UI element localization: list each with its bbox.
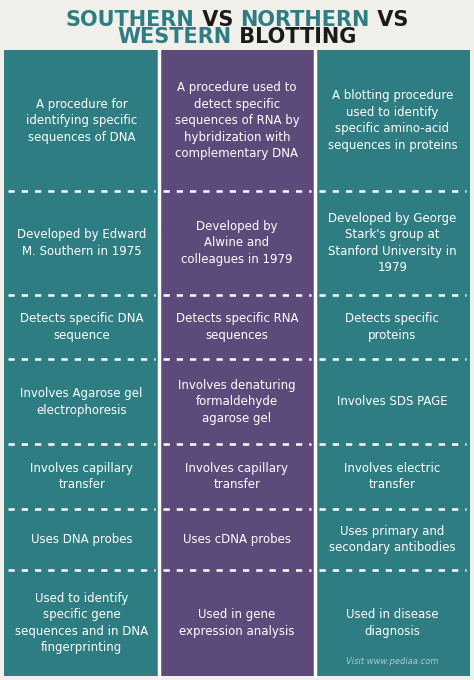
Text: Uses primary and
secondary antibodies: Uses primary and secondary antibodies bbox=[329, 525, 456, 554]
Bar bbox=[315, 360, 470, 444]
Bar bbox=[159, 360, 315, 444]
Text: Used in gene
expression analysis: Used in gene expression analysis bbox=[179, 609, 295, 638]
Text: BLOTTING: BLOTTING bbox=[232, 27, 356, 47]
Bar bbox=[315, 570, 470, 676]
Text: VS: VS bbox=[195, 10, 240, 30]
Text: Detects specific DNA
sequence: Detects specific DNA sequence bbox=[20, 312, 144, 342]
Bar bbox=[4, 509, 159, 570]
Text: Involves SDS PAGE: Involves SDS PAGE bbox=[337, 395, 447, 408]
Bar bbox=[315, 191, 470, 294]
Text: SOUTHERN: SOUTHERN bbox=[66, 10, 195, 30]
Text: VS: VS bbox=[370, 10, 408, 30]
Bar bbox=[159, 570, 315, 676]
Text: Developed by Edward
M. Southern in 1975: Developed by Edward M. Southern in 1975 bbox=[17, 228, 146, 258]
Text: WESTERN: WESTERN bbox=[118, 27, 232, 47]
Text: Involves capillary
transfer: Involves capillary transfer bbox=[185, 462, 289, 492]
Text: Involves Agarose gel
electrophoresis: Involves Agarose gel electrophoresis bbox=[20, 387, 143, 417]
Text: Used to identify
specific gene
sequences and in DNA
fingerprinting: Used to identify specific gene sequences… bbox=[15, 592, 148, 654]
Text: Visit www.pediaa.com: Visit www.pediaa.com bbox=[346, 657, 438, 666]
Bar bbox=[4, 294, 159, 360]
Bar bbox=[4, 360, 159, 444]
Bar bbox=[315, 444, 470, 509]
Text: Involves denaturing
formaldehyde
agarose gel: Involves denaturing formaldehyde agarose… bbox=[178, 379, 296, 425]
Bar bbox=[4, 191, 159, 294]
Bar bbox=[4, 570, 159, 676]
Bar bbox=[159, 444, 315, 509]
Bar bbox=[315, 294, 470, 360]
Bar bbox=[159, 294, 315, 360]
Text: NORTHERN: NORTHERN bbox=[240, 10, 370, 30]
Text: Uses DNA probes: Uses DNA probes bbox=[31, 533, 132, 546]
Text: Developed by
Alwine and
colleagues in 1979: Developed by Alwine and colleagues in 19… bbox=[181, 220, 293, 266]
Text: Developed by George
Stark's group at
Stanford University in
1979: Developed by George Stark's group at Sta… bbox=[328, 211, 456, 274]
Text: Involves capillary
transfer: Involves capillary transfer bbox=[30, 462, 133, 492]
Text: A procedure used to
detect specific
sequences of RNA by
hybridization with
compl: A procedure used to detect specific sequ… bbox=[174, 81, 300, 160]
Text: Involves electric
transfer: Involves electric transfer bbox=[344, 462, 440, 492]
Text: A procedure for
identifying specific
sequences of DNA: A procedure for identifying specific seq… bbox=[26, 98, 137, 143]
Bar bbox=[4, 444, 159, 509]
Text: Used in disease
diagnosis: Used in disease diagnosis bbox=[346, 609, 438, 638]
Text: Detects specific
proteins: Detects specific proteins bbox=[346, 312, 439, 342]
Text: A blotting procedure
used to identify
specific amino-acid
sequences in proteins: A blotting procedure used to identify sp… bbox=[328, 89, 457, 152]
Bar bbox=[159, 509, 315, 570]
Text: Detects specific RNA
sequences: Detects specific RNA sequences bbox=[176, 312, 298, 342]
Bar bbox=[315, 50, 470, 191]
Text: Uses cDNA probes: Uses cDNA probes bbox=[183, 533, 291, 546]
Bar bbox=[4, 50, 159, 191]
Bar bbox=[315, 509, 470, 570]
Bar bbox=[159, 50, 315, 191]
Bar bbox=[159, 191, 315, 294]
